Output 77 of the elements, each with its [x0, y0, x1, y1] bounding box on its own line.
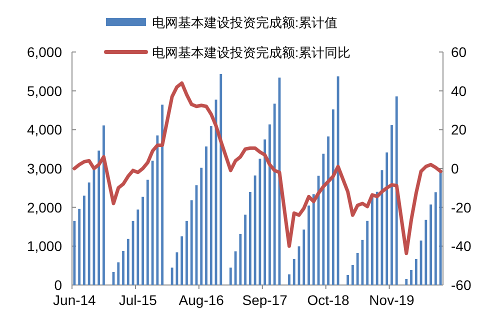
y2-tick-label: 20 [451, 122, 467, 138]
bar [405, 278, 408, 285]
y2-tick-label: 0 [451, 160, 459, 176]
y2-tick-label: -20 [451, 199, 472, 216]
bar [117, 262, 120, 285]
bar [434, 192, 437, 285]
bar [258, 158, 262, 285]
bar [414, 258, 418, 285]
y-tick-label: 2,000 [26, 199, 62, 216]
bar [322, 154, 325, 285]
bar [332, 109, 334, 285]
y-tick-label: 3,000 [26, 160, 62, 176]
bar [239, 234, 242, 285]
x-tick-label: Oct-18 [307, 292, 350, 308]
y2-tick-label: -60 [451, 277, 472, 293]
bar [288, 274, 290, 285]
bar [292, 258, 296, 285]
bar [386, 152, 388, 285]
bar [327, 136, 330, 285]
y-tick-label: 0 [54, 277, 62, 293]
bar [356, 252, 359, 285]
bar [102, 125, 105, 285]
x-tick-label: Jun-14 [53, 292, 96, 308]
y-tick-label: 6,000 [26, 44, 62, 60]
bar [180, 236, 184, 285]
y2-tick-label: 60 [451, 44, 467, 60]
bar [410, 270, 412, 285]
x-tick-label: Nov-19 [369, 292, 415, 308]
y-tick-label: 1,000 [26, 238, 62, 254]
bar [78, 208, 81, 285]
bar [98, 150, 100, 285]
bar [254, 175, 256, 285]
bar [424, 220, 428, 285]
bar [308, 206, 310, 285]
bar [439, 172, 442, 285]
bar [346, 274, 350, 285]
bar [302, 230, 306, 285]
bar [190, 200, 193, 285]
bar [390, 125, 393, 285]
bar [220, 74, 222, 285]
bar [244, 214, 246, 285]
bar [136, 210, 140, 285]
bar [273, 104, 276, 285]
y2-tick-label: -40 [451, 238, 472, 254]
bar [186, 220, 188, 285]
bar [126, 238, 130, 285]
bar [371, 196, 374, 285]
y-tick-label: 5,000 [26, 82, 62, 99]
bar [210, 126, 212, 285]
bar [170, 268, 174, 285]
legend-label: 电网基本建设投资完成额:累计值 [152, 15, 338, 30]
bar [264, 139, 266, 285]
bar [229, 268, 232, 285]
bar [351, 264, 354, 285]
bar [205, 146, 208, 285]
x-tick-label: Jul-15 [118, 292, 158, 308]
x-tick-label: Sep-17 [242, 292, 288, 308]
bar [73, 220, 76, 285]
bar [156, 135, 159, 285]
bar [430, 204, 432, 285]
bar [88, 182, 90, 285]
bar [248, 192, 252, 285]
bar [200, 168, 203, 285]
bar [366, 220, 369, 285]
y2-tick-label: 40 [451, 82, 467, 99]
bar [376, 192, 378, 285]
x-tick-label: Aug-16 [178, 292, 224, 308]
bar [268, 124, 271, 285]
bar [83, 196, 86, 285]
bar [312, 194, 315, 285]
legend-label: 电网基本建设投资完成额:累计同比 [152, 45, 351, 60]
bar [161, 104, 164, 285]
bar [146, 180, 149, 285]
bar [122, 250, 124, 285]
y-tick-label: 4,000 [26, 122, 62, 138]
bar [395, 96, 398, 285]
bar [142, 196, 144, 285]
